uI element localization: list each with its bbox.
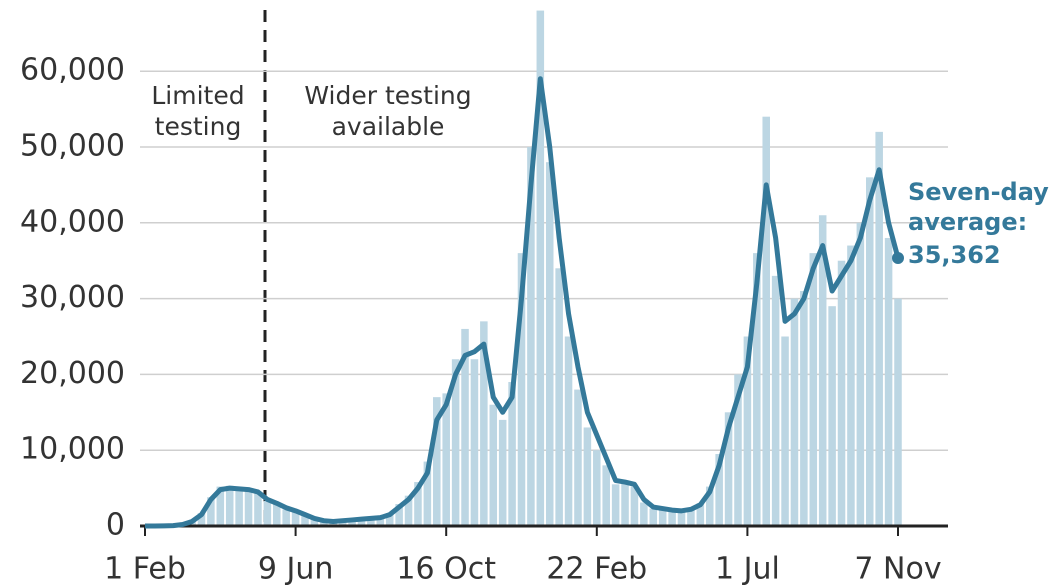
bar [282, 509, 290, 526]
bar [705, 486, 714, 526]
annotation: Wider testing [304, 81, 471, 110]
y-tick-label: 20,000 [20, 356, 125, 391]
bar [856, 222, 865, 527]
bar [593, 450, 601, 526]
bar [254, 492, 262, 526]
bar [640, 502, 648, 526]
bar [498, 419, 507, 526]
bar [545, 162, 554, 526]
bar [310, 519, 319, 526]
x-tick-label: 1 Feb [104, 552, 186, 585]
bar [470, 359, 479, 526]
bar [235, 489, 243, 526]
bar [301, 515, 309, 526]
bar [263, 500, 272, 526]
y-tick-label: 0 [106, 508, 125, 543]
bar [762, 116, 770, 527]
bar [395, 504, 403, 526]
bar [244, 488, 253, 526]
bar [517, 253, 526, 526]
bar [527, 147, 535, 526]
annotation: Limited [151, 81, 244, 110]
bar [771, 275, 780, 526]
bar [865, 177, 874, 527]
bar [828, 306, 836, 526]
bar [423, 461, 432, 526]
bar [790, 298, 799, 526]
x-tick-label: 1 Jul [715, 552, 780, 585]
bar [376, 516, 385, 526]
bar [414, 482, 422, 526]
bar [555, 268, 563, 526]
bar [207, 497, 215, 526]
bar [743, 336, 752, 526]
x-tick-label: 16 Oct [396, 552, 496, 585]
bar [451, 359, 460, 526]
bar [800, 291, 808, 526]
value-label: 35,362 [908, 241, 1001, 269]
average-line [145, 76, 901, 529]
bar [884, 237, 893, 526]
bar [583, 427, 592, 526]
bar [894, 298, 902, 526]
bar [621, 480, 629, 526]
bar [847, 245, 855, 526]
bar [461, 328, 469, 526]
bar [508, 381, 516, 526]
bar [677, 511, 686, 526]
bar [611, 484, 620, 526]
bar [837, 260, 846, 526]
bar [658, 507, 667, 526]
bar [357, 519, 366, 526]
annotation: available [332, 112, 445, 141]
y-tick-label: 50,000 [20, 129, 125, 164]
end-point [892, 251, 904, 264]
y-tick-label: 40,000 [20, 204, 125, 239]
bar [753, 253, 761, 526]
bar [348, 519, 356, 526]
bar [197, 513, 206, 526]
bar [724, 412, 733, 526]
annotation: testing [155, 112, 242, 141]
bar [715, 453, 723, 526]
bar [385, 513, 394, 526]
bar [781, 336, 789, 526]
bar [536, 10, 545, 526]
bar [734, 374, 742, 526]
bar [273, 504, 281, 526]
bar [649, 508, 658, 526]
x-tick-label: 22 Feb [546, 552, 647, 585]
y-tick-label: 30,000 [20, 280, 125, 315]
line-label: average: [908, 208, 1027, 236]
bar [442, 393, 450, 526]
bar [818, 215, 827, 527]
bar [367, 517, 375, 526]
bar [809, 253, 818, 526]
x-tick-label: 9 Jun [258, 552, 334, 585]
bar [668, 511, 676, 526]
bar [480, 321, 488, 526]
bar [564, 336, 573, 526]
bar [433, 397, 441, 526]
bar [875, 131, 883, 526]
bar [687, 508, 695, 526]
bar [291, 512, 300, 526]
bar [602, 465, 610, 526]
bar [489, 404, 498, 526]
y-tick-label: 60,000 [20, 53, 125, 88]
bar [320, 521, 328, 526]
line-label: Seven-day [908, 178, 1049, 206]
bar [216, 486, 225, 526]
bar [630, 486, 639, 526]
bar [574, 389, 582, 526]
y-tick-label: 10,000 [20, 432, 125, 467]
bar [696, 503, 705, 526]
x-tick-label: 7 Nov [854, 552, 941, 585]
bar [404, 495, 413, 526]
bar [225, 485, 234, 526]
